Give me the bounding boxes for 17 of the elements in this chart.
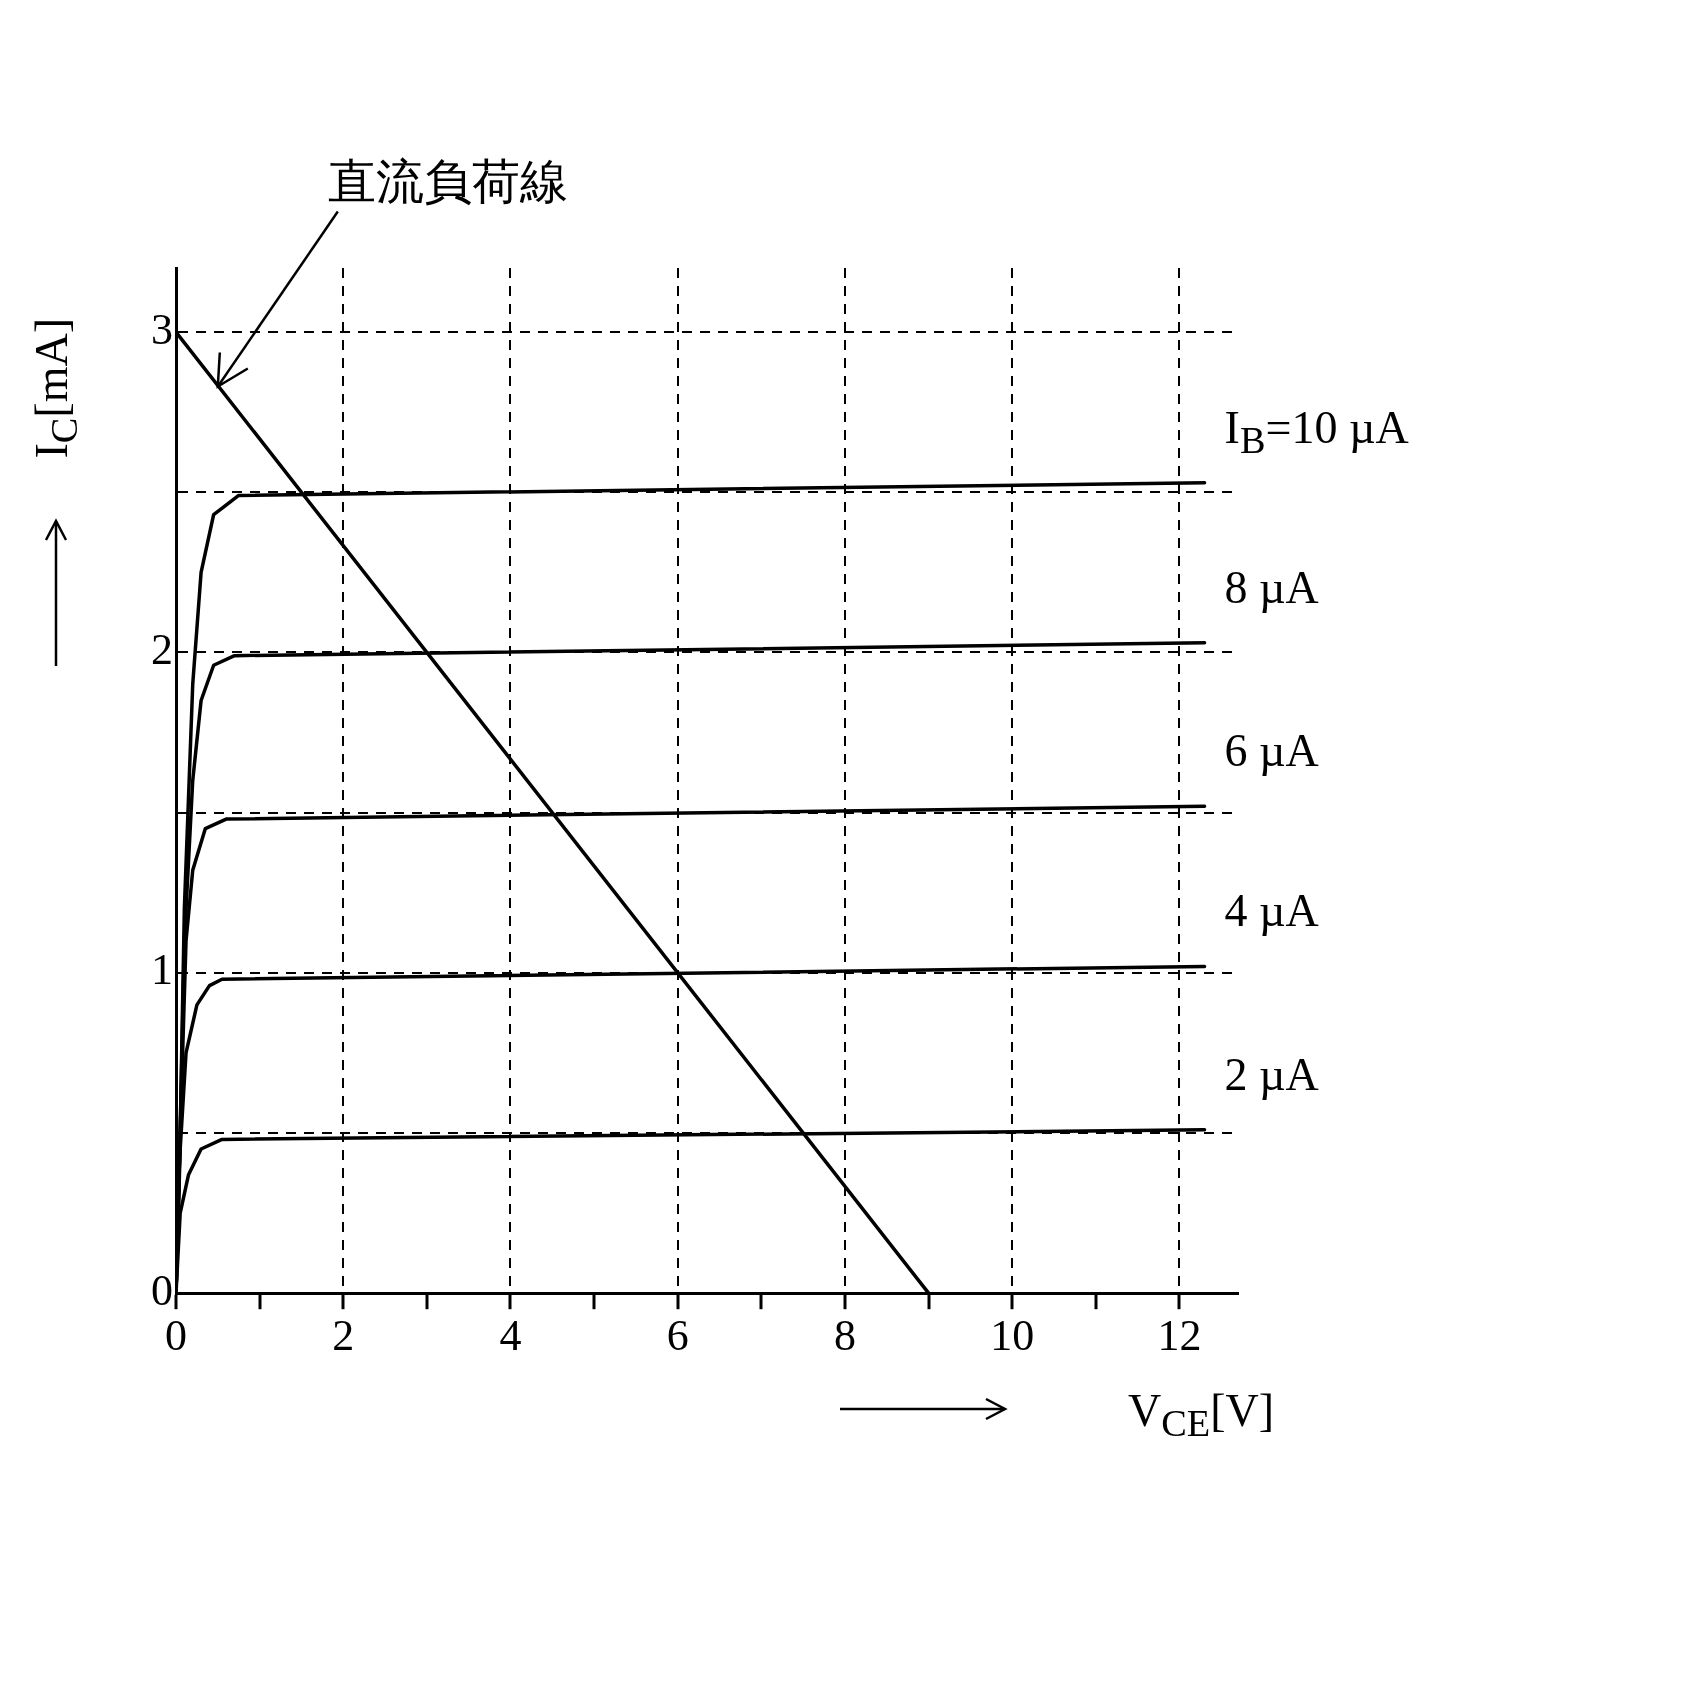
x-tick-label: 2 [332,1311,355,1361]
y-tick-label: 3 [151,304,173,354]
series-label: 6 µA [1224,725,1319,777]
x-tick-label: 10 [990,1311,1035,1361]
annotation: 直流負荷線 [327,152,568,209]
y-tick-label: 1 [151,945,173,995]
x-tick-label: 6 [666,1311,689,1361]
y-tick-label: 0 [151,1265,173,1315]
y-tick-label: 2 [151,625,173,675]
x-axis-title: V$_{CE}$[V] [1128,1385,1275,1445]
x-tick-label: 4 [499,1311,522,1361]
x-tick-label: 12 [1157,1311,1202,1361]
x-tick-label: 8 [833,1311,856,1361]
series-label: 8 µA [1224,561,1319,613]
series-label: 4 µA [1224,885,1319,937]
series-label: 2 µA [1224,1048,1319,1100]
series-label: I$_{B}$=10 µA [1224,401,1409,461]
